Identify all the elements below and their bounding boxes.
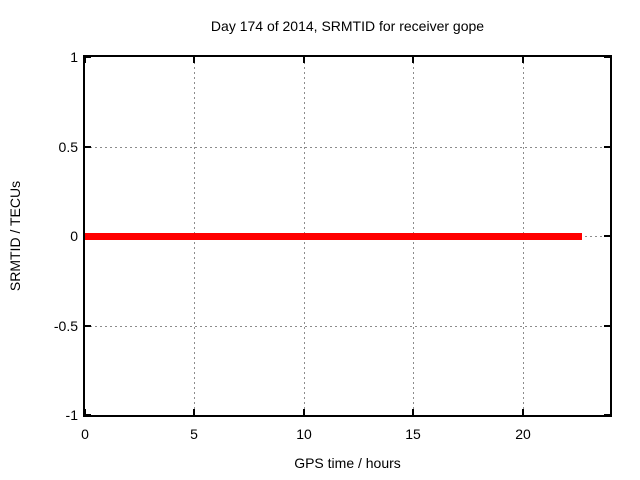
- horizontal-gridline: [85, 326, 610, 327]
- y-tick-mark: [85, 414, 91, 416]
- y-tick-label: 0.5: [58, 139, 78, 155]
- y-tick-mark: [604, 56, 610, 58]
- x-tick-mark: [522, 409, 524, 415]
- y-tick-label: -0.5: [53, 318, 78, 334]
- y-tick-mark: [604, 414, 610, 416]
- y-tick-mark: [604, 325, 610, 327]
- x-tick-label: 15: [405, 426, 421, 442]
- y-axis-label: SRMTID / TECUs: [7, 180, 23, 292]
- series-srmtid-line: [85, 233, 582, 240]
- x-tick-label: 10: [296, 426, 312, 442]
- x-tick-mark: [193, 409, 195, 415]
- x-tick-mark: [303, 409, 305, 415]
- x-tick-label: 20: [515, 426, 531, 442]
- y-tick-mark: [604, 146, 610, 148]
- y-tick-label: 1: [70, 49, 78, 65]
- x-axis-label: GPS time / hours: [294, 455, 401, 471]
- x-tick-mark: [84, 409, 86, 415]
- x-tick-mark: [84, 57, 86, 63]
- x-tick-label: 5: [190, 426, 198, 442]
- x-tick-mark: [193, 57, 195, 63]
- x-tick-mark: [522, 57, 524, 63]
- y-tick-mark: [85, 146, 91, 148]
- x-tick-mark: [303, 57, 305, 63]
- plot-area: [83, 55, 612, 417]
- x-tick-mark: [412, 57, 414, 63]
- y-tick-label: 0: [70, 228, 78, 244]
- horizontal-gridline: [85, 147, 610, 148]
- x-tick-label: 0: [81, 426, 89, 442]
- y-tick-mark: [85, 325, 91, 327]
- y-tick-mark: [85, 56, 91, 58]
- x-tick-mark: [412, 409, 414, 415]
- y-tick-mark: [604, 235, 610, 237]
- y-tick-label: -1: [65, 407, 78, 423]
- chart-title: Day 174 of 2014, SRMTID for receiver gop…: [210, 18, 485, 34]
